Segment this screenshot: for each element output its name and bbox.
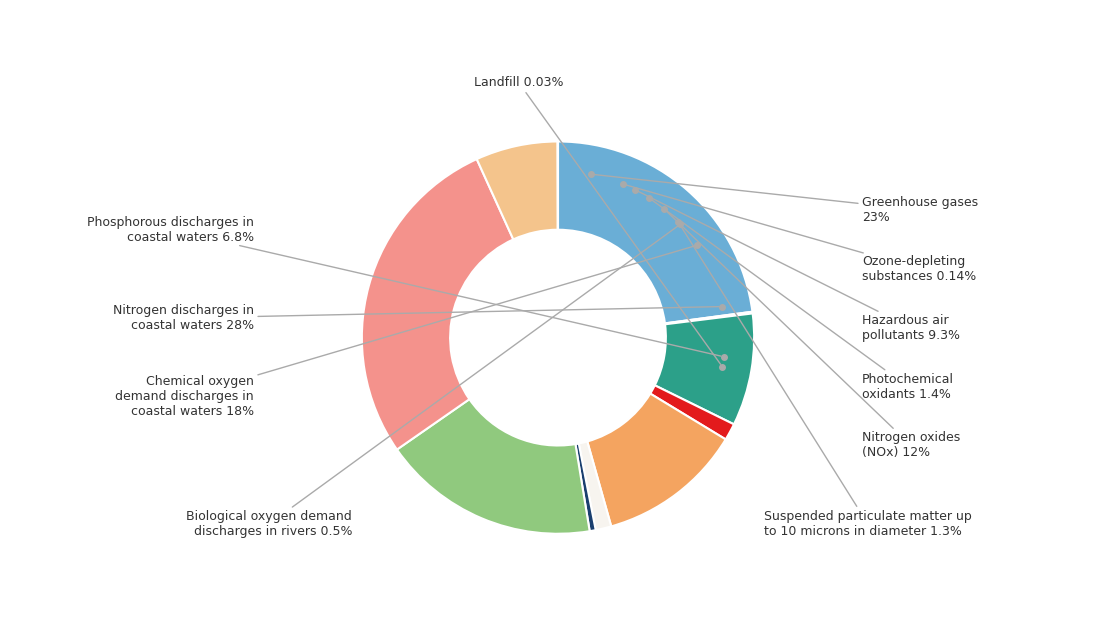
Text: Landfill 0.03%: Landfill 0.03% [474, 76, 721, 364]
Text: Greenhouse gases
23%: Greenhouse gases 23% [594, 174, 978, 224]
Wedge shape [362, 159, 513, 450]
Wedge shape [651, 385, 734, 439]
Wedge shape [579, 441, 612, 530]
Wedge shape [576, 443, 596, 531]
Wedge shape [655, 314, 754, 424]
Wedge shape [477, 141, 558, 239]
Text: Nitrogen discharges in
coastal waters 28%: Nitrogen discharges in coastal waters 28… [113, 304, 719, 332]
Text: Suspended particulate matter up
to 10 microns in diameter 1.3%: Suspended particulate matter up to 10 mi… [680, 225, 972, 538]
Text: Biological oxygen demand
discharges in rivers 0.5%: Biological oxygen demand discharges in r… [186, 226, 679, 538]
Wedge shape [665, 312, 752, 324]
Text: Phosphorous discharges in
coastal waters 6.8%: Phosphorous discharges in coastal waters… [87, 216, 721, 356]
Text: Nitrogen oxides
(NOx) 12%: Nitrogen oxides (NOx) 12% [666, 211, 960, 459]
Text: Photochemical
oxidants 1.4%: Photochemical oxidants 1.4% [651, 200, 954, 401]
Wedge shape [397, 399, 589, 534]
Wedge shape [558, 141, 752, 323]
Text: Hazardous air
pollutants 9.3%: Hazardous air pollutants 9.3% [638, 191, 960, 342]
Text: Ozone-depleting
substances 0.14%: Ozone-depleting substances 0.14% [626, 185, 976, 283]
Text: Chemical oxygen
demand discharges in
coastal waters 18%: Chemical oxygen demand discharges in coa… [115, 246, 694, 418]
Wedge shape [587, 394, 725, 527]
